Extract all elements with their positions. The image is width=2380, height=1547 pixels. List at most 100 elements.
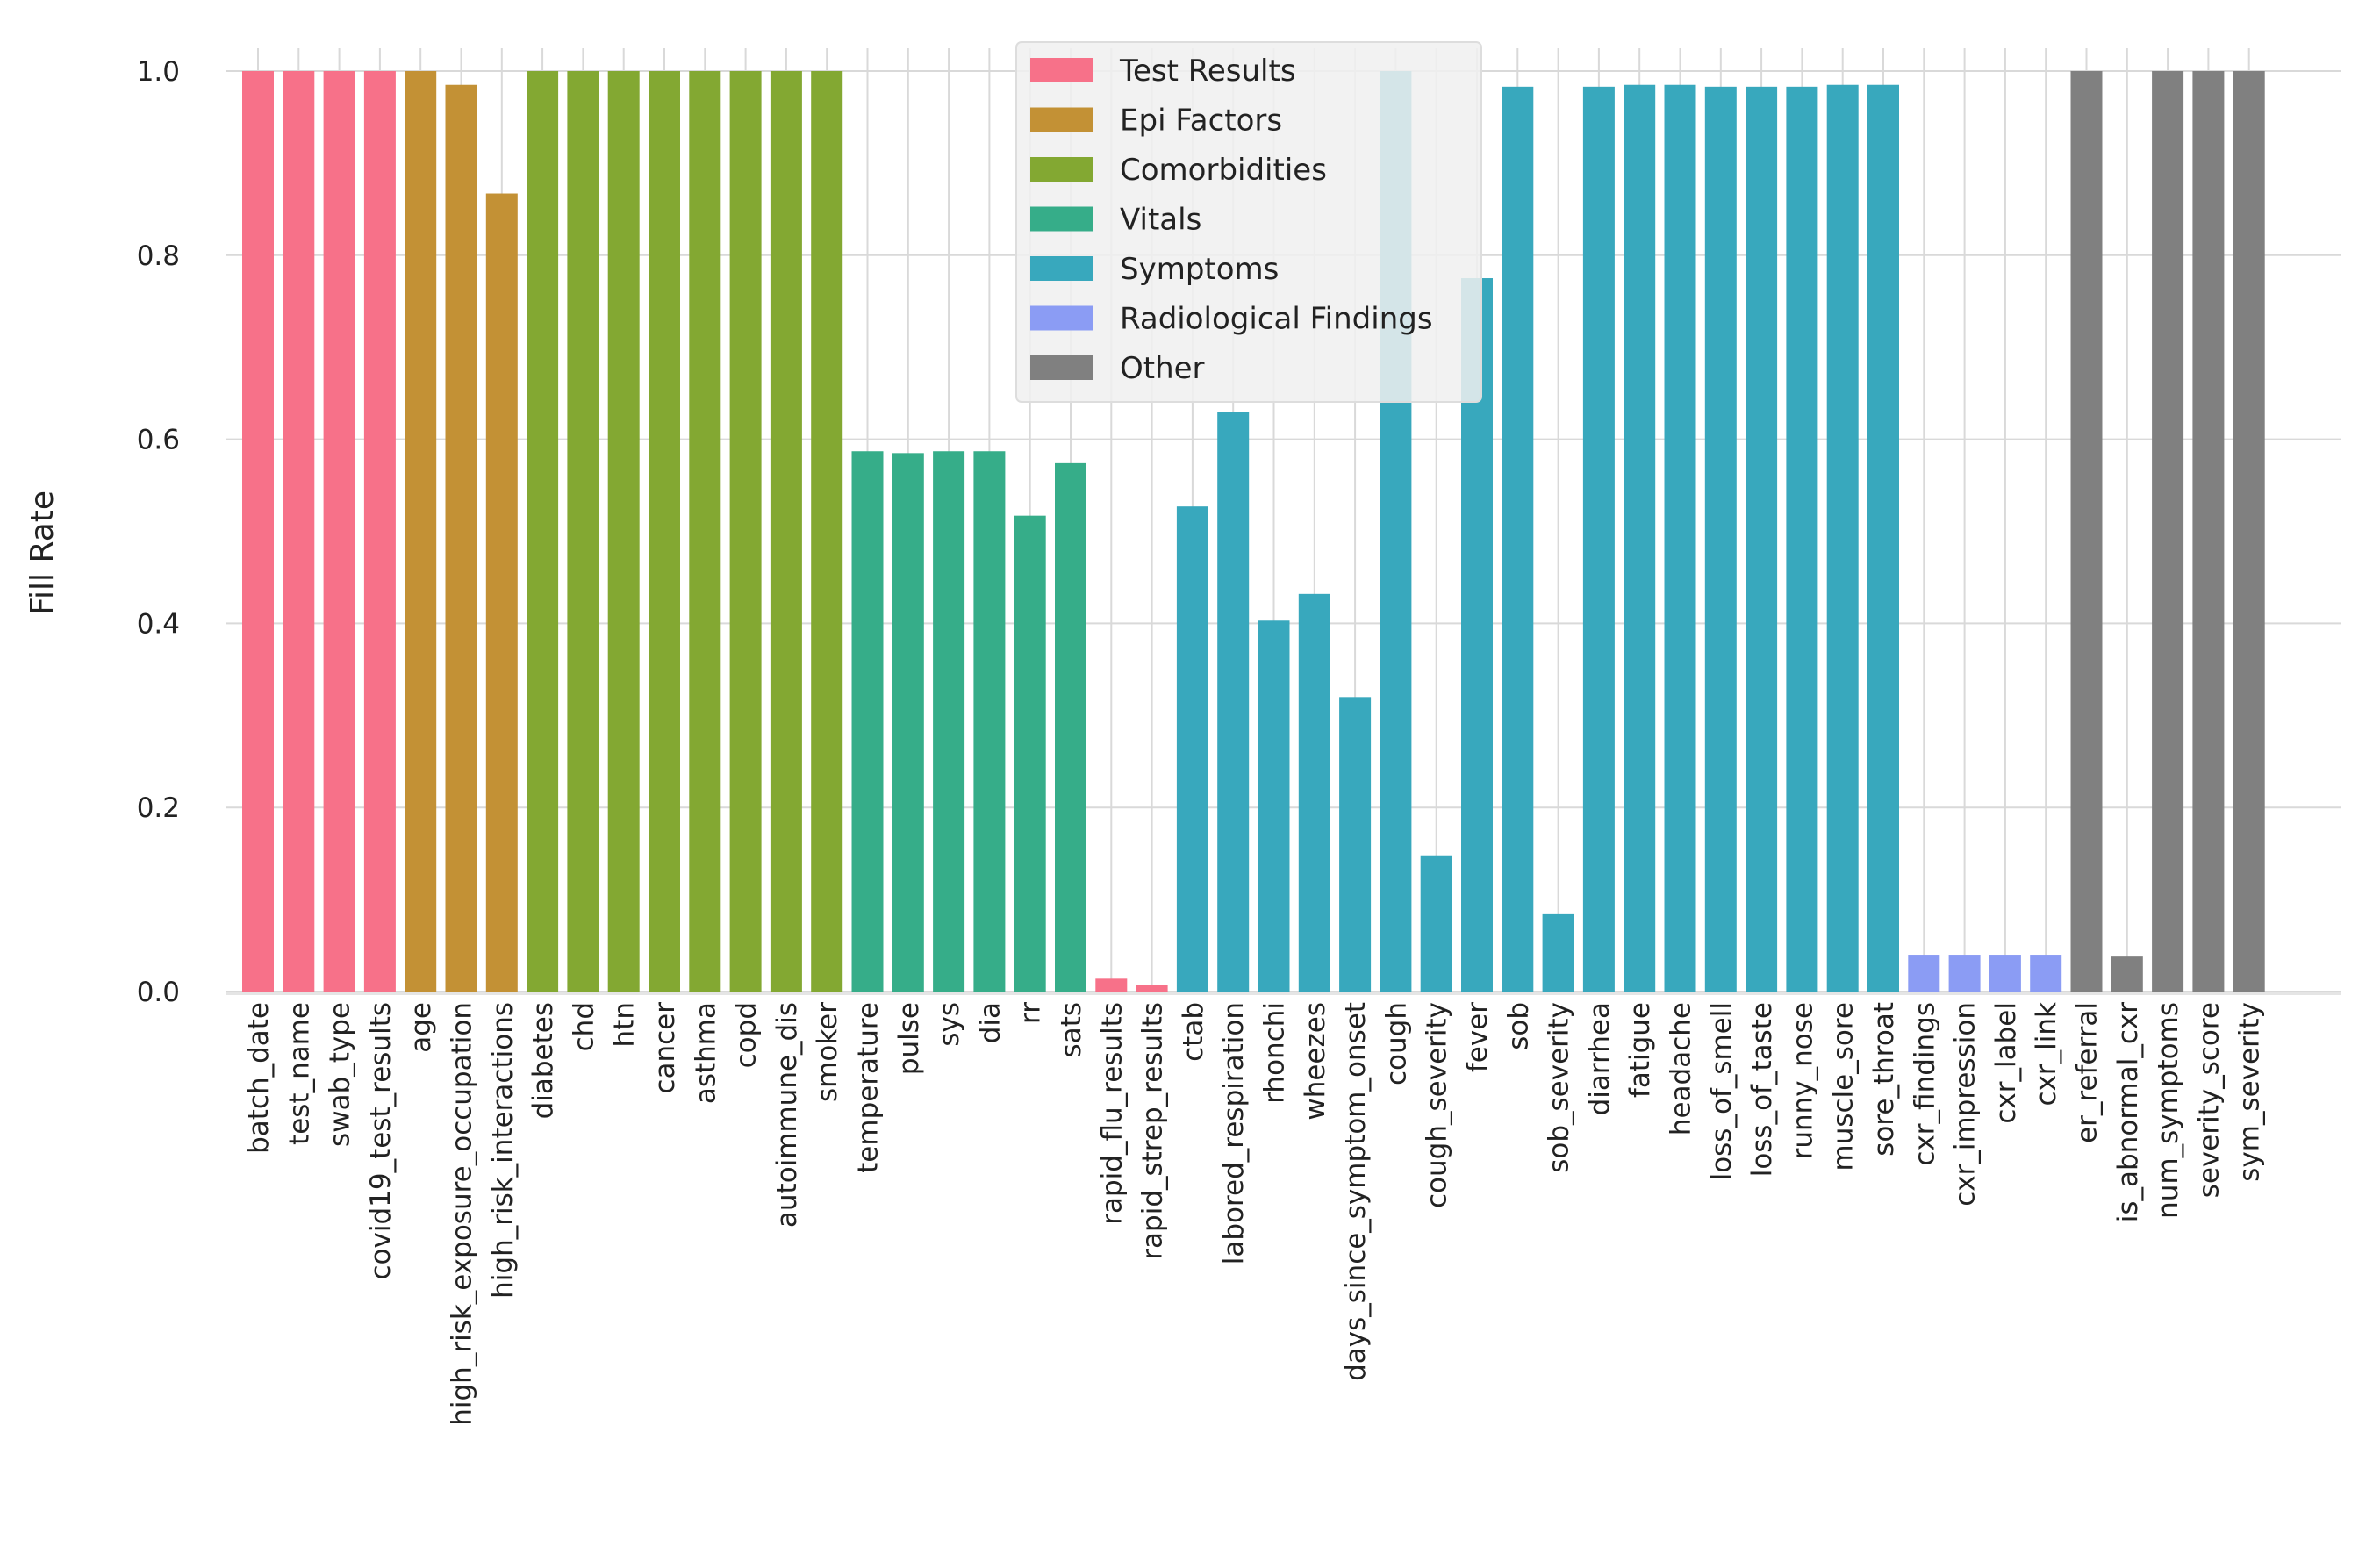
legend-entry: Vitals (1120, 203, 1201, 238)
x-tick-label: wheezes (1300, 1002, 1331, 1121)
y-tick-label: 0.8 (137, 240, 180, 272)
legend-swatch (1030, 107, 1093, 132)
x-tick-label: runny_nose (1787, 1002, 1818, 1159)
bar-sob_severity (1542, 913, 1574, 992)
x-tick-label: covid19_test_results (365, 1002, 397, 1279)
legend-swatch (1030, 157, 1093, 182)
x-tick-label: sob_severity (1544, 1002, 1575, 1173)
x-tick-label: swab_type (325, 1002, 356, 1147)
x-tick-label: high_risk_interactions (487, 1002, 519, 1299)
x-tick-label: autoimmune_dis (771, 1002, 803, 1228)
legend-entry: Other (1120, 351, 1205, 386)
x-tick-label: sob (1502, 1002, 1534, 1050)
bar-cough_severity (1420, 855, 1452, 992)
x-tick-label: cough (1380, 1002, 1412, 1085)
x-tick-label: sore_throat (1868, 1002, 1900, 1157)
bar-autoimmune_dis (770, 71, 802, 992)
x-tick-label: chd (568, 1002, 599, 1051)
bar-is_abnormal_cxr (2111, 956, 2143, 992)
bar-copd (729, 71, 762, 992)
y-tick-label: 0.6 (137, 425, 180, 456)
x-tick-label: fatigue (1624, 1002, 1656, 1098)
bar-cxr_label (1989, 955, 2021, 992)
x-tick-label: rhonchi (1259, 1002, 1291, 1104)
legend-entry: Symptoms (1120, 252, 1279, 287)
bar-cxr_link (2030, 955, 2062, 992)
bar-sym_severity (2233, 71, 2265, 992)
x-tick-label: cough_severity (1422, 1002, 1453, 1208)
bars (242, 71, 2265, 992)
x-tick-label: fever (1462, 1002, 1494, 1072)
bar-cancer (649, 71, 680, 992)
x-tick-label: sats (1056, 1002, 1087, 1057)
x-tick-label: loss_of_smell (1706, 1002, 1738, 1180)
y-tick-labels: 0.0 0.2 0.4 0.6 0.8 1.0 (137, 56, 180, 1008)
bar-rhonchi (1258, 620, 1290, 992)
legend-swatch (1030, 355, 1093, 380)
x-tick-label: sym_severity (2234, 1002, 2266, 1182)
bar-rr (1014, 515, 1046, 992)
y-tick-label: 0.4 (137, 608, 180, 640)
y-tick-label: 1.0 (137, 56, 180, 88)
bar-severity_score (2192, 71, 2225, 992)
bar-age (405, 71, 437, 992)
y-tick-label: 0.0 (137, 977, 180, 1008)
x-tick-label: ctab (1178, 1002, 1209, 1062)
bar-loss_of_smell (1704, 86, 1737, 992)
x-tick-label: cxr_impression (1950, 1002, 1982, 1207)
x-tick-label: cxr_label (1990, 1002, 2022, 1124)
bar-sob (1502, 86, 1534, 992)
x-tick-label: labored_respiration (1218, 1002, 1250, 1264)
bar-ctab (1176, 506, 1208, 992)
x-tick-label: days_since_symptom_onset (1340, 1002, 1372, 1381)
legend-box (1015, 41, 1482, 403)
bar-asthma (689, 71, 721, 992)
x-tick-label: rapid_strep_results (1137, 1002, 1169, 1260)
legend-swatch (1030, 58, 1093, 82)
x-tick-label: cxr_findings (1909, 1002, 1940, 1166)
bar-sys (933, 451, 965, 992)
x-tick-label: test_name (283, 1002, 315, 1145)
x-tick-label: rr (1015, 1002, 1047, 1024)
bar-swab_type (323, 71, 355, 992)
x-tick-label: htn (609, 1002, 641, 1047)
bar-smoker (811, 71, 843, 992)
legend-entry: Radiological Findings (1120, 302, 1433, 337)
legend-entry: Test Results (1119, 54, 1296, 89)
bar-covid19_test_results (363, 71, 396, 992)
x-tick-label: severity_score (2193, 1002, 2225, 1198)
legend-swatch (1030, 206, 1093, 232)
bar-wheezes (1298, 593, 1330, 992)
x-tick-label: dia (974, 1002, 1006, 1043)
bar-diabetes (527, 71, 559, 992)
bar-htn (607, 71, 640, 992)
x-tick-label: age (405, 1002, 437, 1053)
x-tick-label: batch_date (243, 1002, 275, 1154)
bar-rapid_strep_results (1136, 985, 1168, 992)
x-tick-label: copd (731, 1002, 763, 1068)
x-tick-label: loss_of_taste (1746, 1002, 1778, 1177)
x-tick-label: rapid_flu_results (1096, 1002, 1128, 1225)
bar-high_risk_exposure_occupation (445, 84, 477, 992)
x-tick-label: asthma (690, 1002, 721, 1104)
bar-cxr_findings (1908, 955, 1940, 992)
bar-labored_respiration (1217, 412, 1250, 992)
x-tick-label: num_symptoms (2153, 1002, 2184, 1219)
bar-chd (567, 71, 599, 992)
x-tick-label: diabetes (527, 1002, 559, 1119)
y-axis-label: Fill Rate (25, 491, 61, 615)
x-tick-label: er_referral (2072, 1002, 2104, 1143)
bar-num_symptoms (2152, 71, 2184, 992)
x-tick-label: high_risk_exposure_occupation (447, 1002, 478, 1426)
bar-test_name (283, 71, 315, 992)
x-tick-label: is_abnormal_cxr (2112, 1002, 2144, 1222)
x-tick-label: headache (1666, 1002, 1697, 1135)
legend-swatch (1030, 305, 1093, 331)
x-tick-label: muscle_sore (1828, 1002, 1860, 1171)
bar-headache (1664, 84, 1696, 992)
bar-batch_date (242, 71, 274, 992)
legend-entry: Epi Factors (1120, 104, 1282, 139)
bar-runny_nose (1786, 86, 1818, 992)
